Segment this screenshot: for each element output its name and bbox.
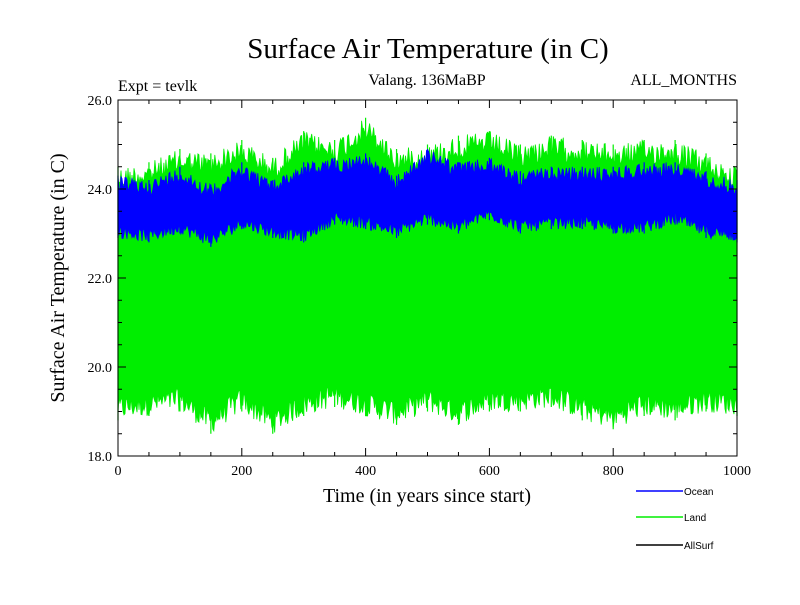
chart-title: Surface Air Temperature (in C)	[247, 33, 608, 65]
legend-label-land: Land	[684, 513, 706, 524]
x-tick-label: 600	[479, 464, 500, 479]
months-label: ALL_MONTHS	[630, 72, 737, 89]
x-tick-label: 200	[231, 464, 252, 479]
legend-label-ocean: Ocean	[684, 487, 713, 498]
x-tick-label: 400	[355, 464, 376, 479]
legend: Ocean Land AllSurf	[636, 487, 714, 552]
x-tick-label: 800	[603, 464, 624, 479]
x-axis-label: Time (in years since start)	[323, 485, 531, 507]
y-tick-label: 20.0	[88, 361, 113, 376]
y-tick-label: 24.0	[88, 183, 113, 198]
y-tick-label: 18.0	[88, 450, 113, 465]
plot-frame	[117, 99, 738, 457]
y-axis-label: Surface Air Temperature (in C)	[47, 153, 69, 402]
series-ocean	[117, 148, 738, 247]
legend-label-allsurf: AllSurf	[684, 541, 714, 552]
plot-data	[117, 117, 738, 434]
y-tick-label: 26.0	[88, 94, 113, 109]
x-tick-label: 1000	[723, 464, 751, 479]
period-label: Valang. 136MaBP	[368, 72, 485, 89]
x-tick-label: 0	[115, 464, 122, 479]
y-tick-label: 22.0	[88, 272, 113, 287]
axis-ticks: 0 200 400 600 800 1000 18.0 20.0 22.0 24.0 26.0	[88, 94, 752, 479]
experiment-label: Expt = tevlk	[118, 78, 197, 95]
